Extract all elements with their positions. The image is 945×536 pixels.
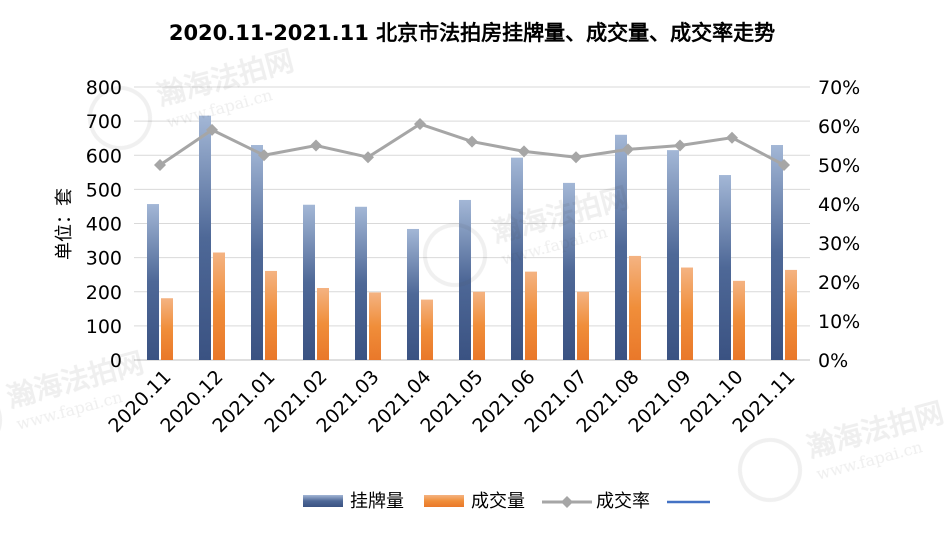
bar-deals <box>525 271 537 360</box>
y-right-tick-label: 40% <box>818 194 860 216</box>
bar-listings <box>147 204 159 360</box>
y-right-tick-label: 20% <box>818 272 860 294</box>
rate-point <box>258 149 270 162</box>
rate-point <box>206 123 218 136</box>
bar-listings <box>407 228 419 360</box>
bar-deals <box>265 270 277 360</box>
legend-label-rate: 成交率 <box>596 491 650 512</box>
bar-deals <box>213 252 225 360</box>
y-left-tick-label: 500 <box>86 179 122 201</box>
y-axis-label: 单位：套 <box>54 188 75 260</box>
rate-point <box>414 118 426 131</box>
bar-listings <box>511 157 523 360</box>
y-right-tick-label: 10% <box>818 311 860 333</box>
y-left-tick-label: 600 <box>86 145 122 167</box>
rate-line <box>154 118 790 171</box>
y-left-tick-label: 700 <box>86 111 122 133</box>
y-right-tick-label: 60% <box>818 116 860 138</box>
bar-deals <box>473 291 485 360</box>
rate-point <box>518 145 530 158</box>
y-left-tick-label: 300 <box>86 248 122 270</box>
bar-listings <box>667 150 679 360</box>
rate-point <box>362 151 374 164</box>
bar-listings <box>771 145 783 360</box>
watermark: 瀚海法拍网 www.fapai.cn 瀚海法拍网 www.fapai.cn 瀚海… <box>0 44 945 502</box>
bar-deals <box>317 287 329 360</box>
y-right-tick-label: 50% <box>818 155 860 177</box>
bar-listings <box>615 134 627 360</box>
bar-deals <box>681 267 693 360</box>
bar-listings <box>719 175 731 360</box>
rate-point <box>726 131 738 144</box>
chart-title: 2020.11-2021.11 北京市法拍房挂牌量、成交量、成交率走势 <box>169 21 775 45</box>
legend-swatch-deals <box>424 495 464 507</box>
gridlines <box>134 86 810 361</box>
rate-point <box>674 139 686 152</box>
bars <box>147 115 797 360</box>
bar-deals <box>421 299 433 360</box>
y-right-tick-label: 0% <box>818 350 848 372</box>
bar-deals <box>577 291 589 360</box>
bar-listings <box>251 145 263 360</box>
y-left-tick-label: 100 <box>86 316 122 338</box>
y-left-tick-label: 800 <box>86 77 122 99</box>
y-left-tick-label: 200 <box>86 282 122 304</box>
legend-label-listings: 挂牌量 <box>350 491 404 512</box>
y-left-tick-label: 400 <box>86 214 122 236</box>
y-right-tick-label: 70% <box>818 77 860 99</box>
bar-deals <box>785 269 797 360</box>
legend: 挂牌量 成交量 成交率 <box>303 491 710 512</box>
bar-listings <box>303 204 315 360</box>
bar-listings <box>355 206 367 360</box>
bar-deals <box>733 280 745 360</box>
legend-label-deals: 成交量 <box>471 491 525 512</box>
rate-point <box>466 135 478 148</box>
rate-point <box>310 139 322 152</box>
bar-listings <box>199 115 211 360</box>
bar-listings <box>563 182 575 360</box>
legend-swatch-listings <box>303 495 343 507</box>
watermark-logo <box>738 438 802 502</box>
rate-point <box>622 143 634 156</box>
watermark-logo <box>423 223 487 287</box>
bar-listings <box>459 199 471 360</box>
bar-deals <box>161 298 173 360</box>
bar-deals <box>629 255 641 360</box>
watermark-logo <box>88 86 152 150</box>
rate-point <box>154 159 166 171</box>
legend-marker-rate <box>561 496 573 508</box>
rate-point <box>778 159 790 171</box>
rate-point <box>570 151 582 164</box>
bar-deals <box>369 292 381 360</box>
y-right-tick-label: 30% <box>818 233 860 255</box>
y-left-tick-label: 0 <box>110 350 122 372</box>
